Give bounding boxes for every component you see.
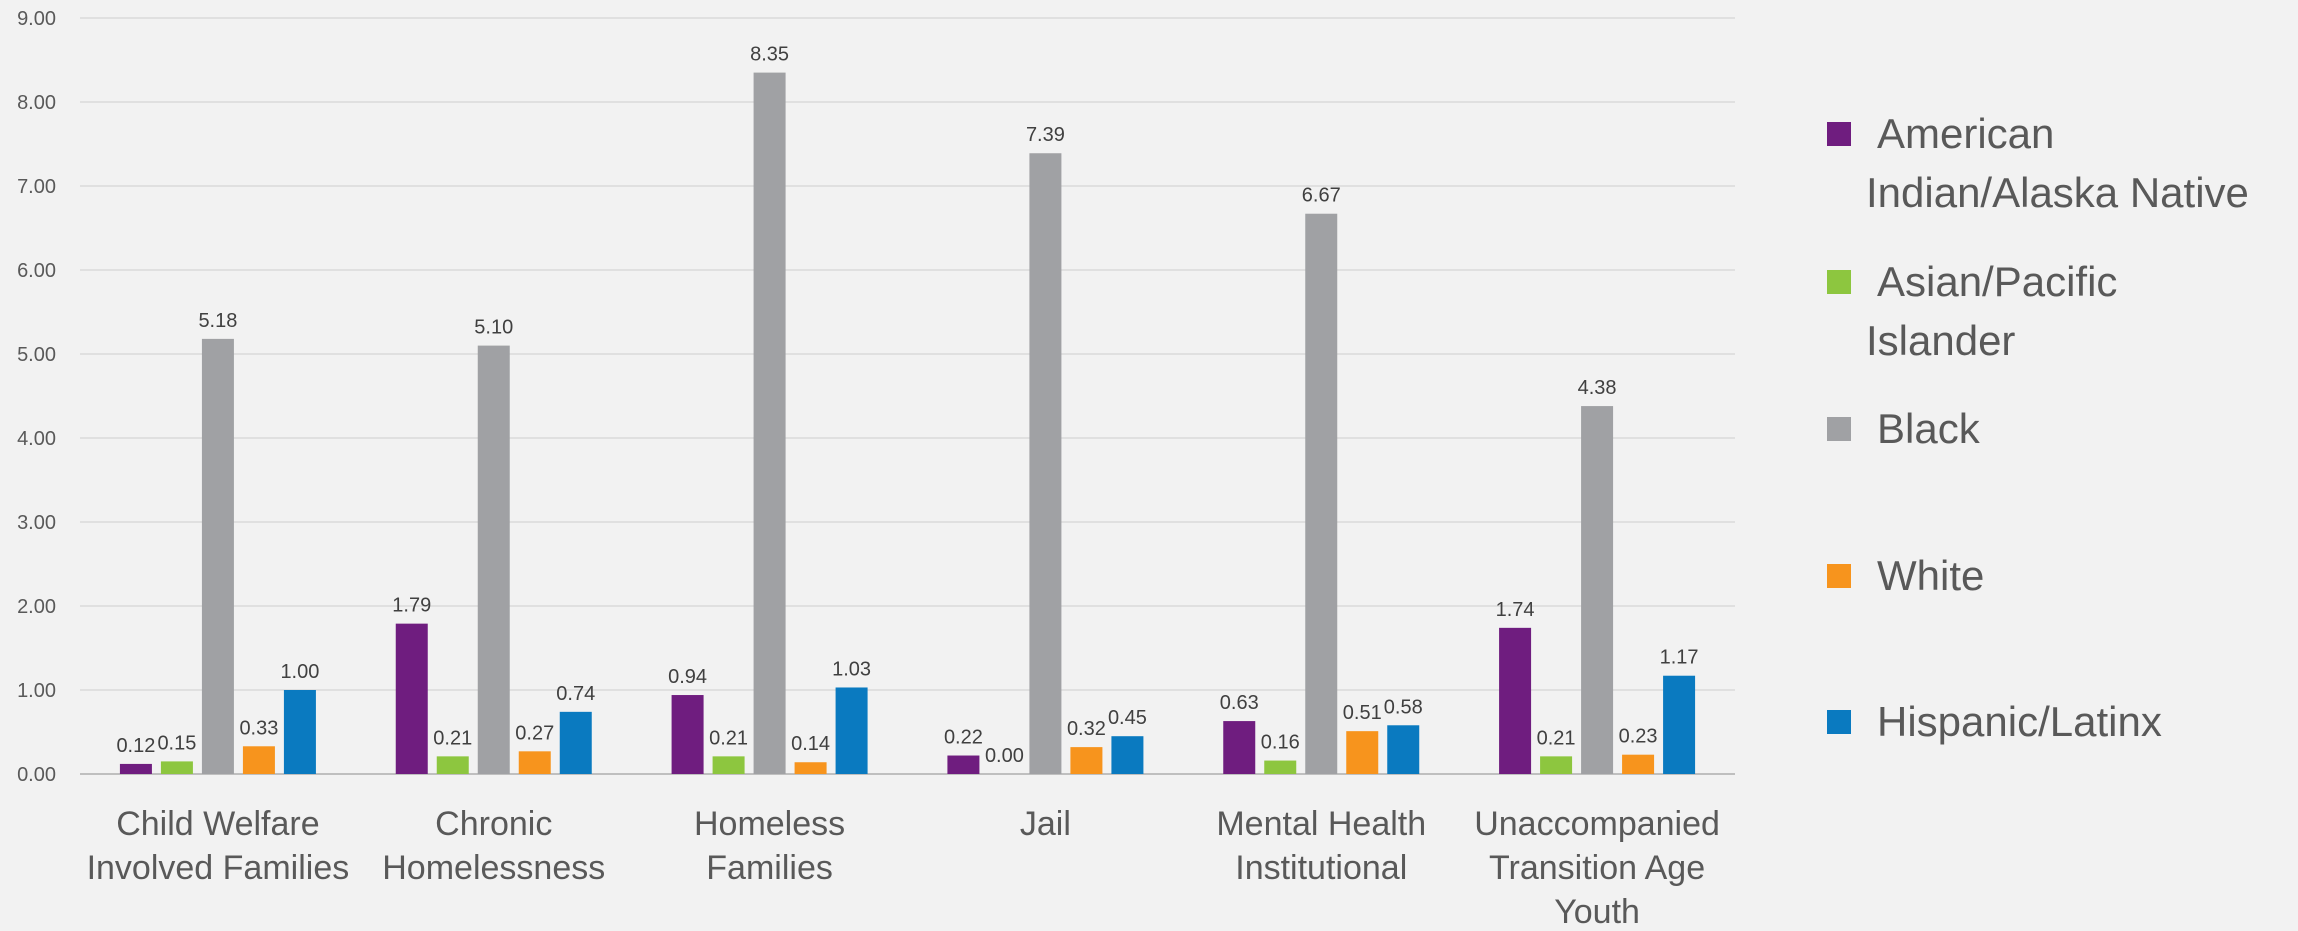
bar [753, 72, 786, 775]
x-tick-label: Mental Health Institutional [1216, 805, 1426, 887]
bar [1622, 754, 1655, 774]
data-label: 0.21 [433, 727, 472, 749]
data-label: 1.79 [392, 595, 431, 617]
legend-swatch [1827, 122, 1851, 146]
bar [518, 751, 551, 774]
bar [1346, 731, 1379, 774]
bar [1070, 747, 1103, 774]
y-tick-label: 5.00 [17, 344, 56, 366]
data-label: 0.51 [1343, 702, 1382, 724]
y-axis-ticks: 0.00 1.00 2.00 3.00 4.00 5.00 6.00 7.00 8.00 9.00 [17, 8, 56, 786]
bars [119, 72, 1696, 775]
y-tick-label: 7.00 [17, 176, 56, 198]
x-tick-label: Unaccompanied Transition Age Youth [1474, 805, 1720, 931]
x-tick-label: Jail [1020, 805, 1071, 843]
legend-entry: Asian/Pacific Islander [1866, 258, 2117, 364]
bar [794, 762, 827, 774]
y-tick-label: 3.00 [17, 512, 56, 534]
data-label: 6.67 [1302, 185, 1341, 207]
data-label: 0.21 [709, 727, 748, 749]
bar [1264, 760, 1297, 774]
legend-swatch [1827, 710, 1851, 734]
x-axis-categories: Child Welfare Involved Families Chronic Hom… [87, 805, 1720, 931]
data-labels: 0.12 0.15 5.18 0.33 1.00 1.79 0.21 5.10 0.270.74… [116, 44, 1698, 767]
bar [436, 756, 469, 774]
data-label: 0.63 [1220, 692, 1259, 714]
data-label: 4.38 [1578, 377, 1617, 399]
data-label: 1.03 [832, 658, 871, 680]
legend-entry: Hispanic/Latinx [1877, 698, 2162, 745]
bar [1305, 213, 1338, 775]
data-label: 0.15 [157, 732, 196, 754]
y-tick-label: 2.00 [17, 596, 56, 618]
bar [1223, 721, 1256, 774]
bar [201, 338, 234, 774]
data-label: 0.12 [116, 735, 155, 757]
y-tick-label: 9.00 [17, 8, 56, 30]
bar [242, 746, 275, 774]
bar [1387, 725, 1420, 774]
data-label: 0.45 [1108, 707, 1147, 729]
bar [160, 761, 193, 774]
data-label: 0.33 [239, 717, 278, 739]
data-label: 5.18 [198, 310, 237, 332]
y-tick-label: 8.00 [17, 92, 56, 114]
legend-entry: White [1877, 552, 1984, 599]
bar [671, 695, 704, 774]
y-tick-label: 4.00 [17, 428, 56, 450]
y-tick-label: 0.00 [17, 764, 56, 786]
bar [1029, 153, 1062, 775]
data-label: 0.21 [1537, 727, 1576, 749]
data-label: 0.94 [668, 666, 707, 688]
data-label: 5.10 [474, 317, 513, 339]
bar [1581, 406, 1614, 774]
bar [1663, 675, 1696, 774]
legend-entry: Black [1877, 405, 1981, 452]
bar [477, 345, 510, 774]
bar [1540, 756, 1573, 774]
legend-swatch [1827, 417, 1851, 441]
data-label: 0.23 [1619, 726, 1658, 748]
x-tick-label: Child Welfare Involved Families [87, 805, 350, 887]
x-tick-label: Homeless Families [694, 805, 845, 887]
data-label: 7.39 [1026, 124, 1065, 146]
data-label: 0.32 [1067, 718, 1106, 740]
bar [835, 687, 868, 774]
legend-entry: American Indian/Alaska Native [1866, 110, 2249, 216]
data-label: 1.17 [1660, 647, 1699, 669]
data-label: 0.58 [1384, 696, 1423, 718]
data-label: 0.27 [515, 722, 554, 744]
legend: American Indian/Alaska Native Asian/Pacifi… [1827, 110, 2249, 745]
y-tick-label: 1.00 [17, 680, 56, 702]
data-label: 0.14 [791, 733, 830, 755]
data-label: 0.22 [944, 727, 983, 749]
data-label: 8.35 [750, 44, 789, 66]
bar [1111, 736, 1144, 774]
data-label: 1.74 [1496, 599, 1535, 621]
data-label: 0.16 [1261, 732, 1300, 754]
data-label: 0.74 [556, 683, 595, 705]
data-label: 0.00 [985, 745, 1024, 767]
gridlines [80, 17, 1735, 775]
bar [947, 755, 980, 774]
bar [1499, 627, 1532, 774]
bar [283, 690, 316, 774]
legend-swatch [1827, 564, 1851, 588]
bar [712, 756, 745, 774]
bar [119, 763, 152, 774]
y-tick-label: 6.00 [17, 260, 56, 282]
x-tick-label: Chronic Homelessness [382, 805, 605, 887]
data-label: 1.00 [280, 661, 319, 683]
bar [395, 623, 428, 774]
bar [559, 711, 592, 774]
legend-swatch [1827, 270, 1851, 294]
